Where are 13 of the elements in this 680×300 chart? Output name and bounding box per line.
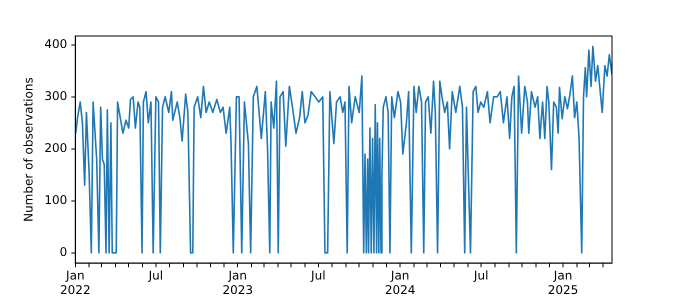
y-tick-label: 100 [44,192,68,207]
x-tick-label: Jan 2024 [384,268,416,297]
x-tick-label: Jul [148,268,164,283]
x-tick-label: Jan 2025 [548,268,578,297]
y-tick-label: 400 [44,36,68,51]
y-tick-label: 300 [44,88,68,103]
x-tick-label: Jan 2023 [222,268,254,297]
y-tick-label: 200 [44,140,68,155]
y-tick-label: 0 [60,244,68,259]
x-tick-label: Jul [310,268,326,283]
y-axis-title: Number of observations [21,77,36,222]
x-tick-label: Jan 2022 [60,268,91,297]
x-tick-label: Jul [472,268,488,283]
